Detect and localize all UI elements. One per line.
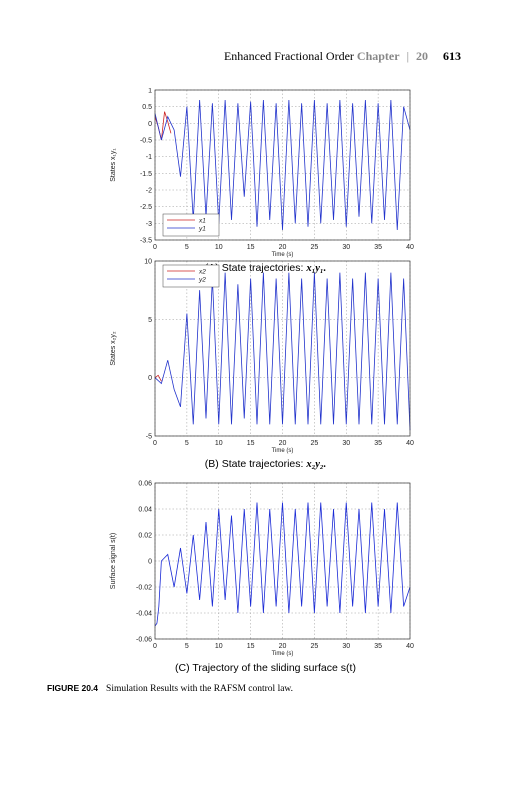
figure-caption-text: Simulation Results with the RAFSM contro… xyxy=(106,684,294,694)
series-line-x1 xyxy=(154,111,172,141)
x-tick-label: 0 xyxy=(153,244,157,251)
x-tick-label: 30 xyxy=(342,440,350,447)
y-tick-label: -1.5 xyxy=(140,171,152,178)
y-tick-label: -3.5 xyxy=(140,238,152,245)
y-tick-label: -0.5 xyxy=(140,138,152,145)
x-axis-label: Time (s) xyxy=(272,651,294,657)
series-line-x2 xyxy=(154,374,162,382)
page-number: 613 xyxy=(443,49,461,63)
x-tick-label: 30 xyxy=(342,643,350,650)
panel-b-caption-math: x₂y₂. xyxy=(306,459,327,470)
plot-frame xyxy=(154,260,411,437)
chart-panel-c: 0 5 10 15 20 25 30 35 40 0.06 0.04 0.02 0 -0.02 -0.04 -… xyxy=(110,481,414,658)
x-tick-label: 20 xyxy=(279,643,287,650)
series-line-y2 xyxy=(154,272,411,431)
running-header: Enhanced Fractional Order Chapter | 20 6… xyxy=(224,49,461,64)
x-tick-label: 10 xyxy=(215,643,223,650)
x-tick-label: 40 xyxy=(406,440,414,447)
x-tick-label: 5 xyxy=(185,440,189,447)
y-tick-label: 0 xyxy=(148,559,152,566)
figure-label: FIGURE 20.4 xyxy=(47,683,99,693)
legend-label: y1 xyxy=(198,226,206,233)
plot-frame xyxy=(154,89,411,241)
legend-box xyxy=(162,213,220,237)
y-tick-label: -0.04 xyxy=(136,611,152,618)
x-tick-label: 25 xyxy=(310,643,318,650)
x-tick-label: 10 xyxy=(215,244,223,251)
header-separator: | xyxy=(406,49,409,63)
x-tick-label: 40 xyxy=(406,244,414,251)
y-tick-label: 0.02 xyxy=(138,533,152,540)
x-tick-label: 15 xyxy=(247,440,255,447)
y-tick-label: -5 xyxy=(146,434,152,441)
y-tick-label: 0 xyxy=(148,121,152,128)
plot-frame xyxy=(154,482,411,640)
y-axis-label: Surface signal s(t) xyxy=(110,533,117,589)
chart-panel-a: 0 5 10 15 20 25 30 35 40 1 0.5 0 -0.5 -1 -1.5 -2 -2.5 -3 -… xyxy=(110,88,414,258)
x-tick-label: 0 xyxy=(153,440,157,447)
panel-b-caption-text: (B) State trajectories: xyxy=(204,458,307,470)
x-tick-label: 5 xyxy=(185,643,189,650)
x-tick-label: 35 xyxy=(374,440,382,447)
x-tick-label: 25 xyxy=(310,440,318,447)
legend-box xyxy=(162,264,220,288)
x-tick-label: 35 xyxy=(374,643,382,650)
y-tick-label: 0.5 xyxy=(142,104,152,111)
legend-label: x2 xyxy=(198,269,206,276)
panel-a-caption-math: x₁y₁. xyxy=(306,263,327,274)
x-axis-label: Time (s) xyxy=(272,448,294,454)
x-tick-label: 30 xyxy=(342,244,350,251)
x-tick-label: 40 xyxy=(406,643,414,650)
x-tick-label: 0 xyxy=(153,643,157,650)
header-chapter-label: Chapter xyxy=(356,49,400,63)
legend-label: y2 xyxy=(198,277,206,284)
y-axis-label: States x₁y₁ xyxy=(110,148,117,182)
y-tick-label: 5 xyxy=(148,317,152,324)
x-tick-label: 15 xyxy=(247,643,255,650)
header-title: Enhanced Fractional Order xyxy=(223,49,354,63)
y-tick-label: 0 xyxy=(148,375,152,382)
y-tick-label: 0.06 xyxy=(138,481,152,488)
x-tick-label: 25 xyxy=(310,244,318,251)
y-tick-label: -2.5 xyxy=(140,204,152,211)
panel-a-caption: (A) State trajectories: x₁y₁. xyxy=(0,262,531,274)
y-tick-label: 10 xyxy=(144,259,152,266)
y-axis-label: States x₂y₂ xyxy=(110,331,117,366)
x-tick-label: 35 xyxy=(374,244,382,251)
x-tick-label: 10 xyxy=(215,440,223,447)
x-tick-label: 15 xyxy=(247,244,255,251)
figure-caption: FIGURE 20.4 Simulation Results with the R… xyxy=(47,683,293,694)
y-tick-label: 0.04 xyxy=(138,507,152,514)
x-tick-label: 5 xyxy=(185,244,189,251)
x-tick-label: 20 xyxy=(279,244,287,251)
x-tick-label: 20 xyxy=(279,440,287,447)
panel-c-caption-text: (C) Trajectory of the sliding surface s(… xyxy=(175,662,356,674)
panel-a-caption-text: (A) State trajectories: xyxy=(204,262,307,274)
y-tick-label: -2 xyxy=(146,188,152,195)
y-tick-label: 1 xyxy=(148,88,152,95)
y-tick-label: -0.02 xyxy=(136,585,152,592)
series-line-0 xyxy=(154,502,411,627)
y-tick-label: -1 xyxy=(146,154,152,161)
y-tick-label: -0.06 xyxy=(136,637,152,644)
legend-label: x1 xyxy=(198,218,206,225)
series-line-y1 xyxy=(154,99,411,231)
panel-b-caption: (B) State trajectories: x₂y₂. xyxy=(0,458,531,470)
header-chapter-number: 20 xyxy=(416,49,428,63)
panel-c-caption: (C) Trajectory of the sliding surface s(… xyxy=(0,662,531,674)
x-axis-label: Time (s) xyxy=(272,252,294,258)
y-tick-label: -3 xyxy=(146,221,152,228)
